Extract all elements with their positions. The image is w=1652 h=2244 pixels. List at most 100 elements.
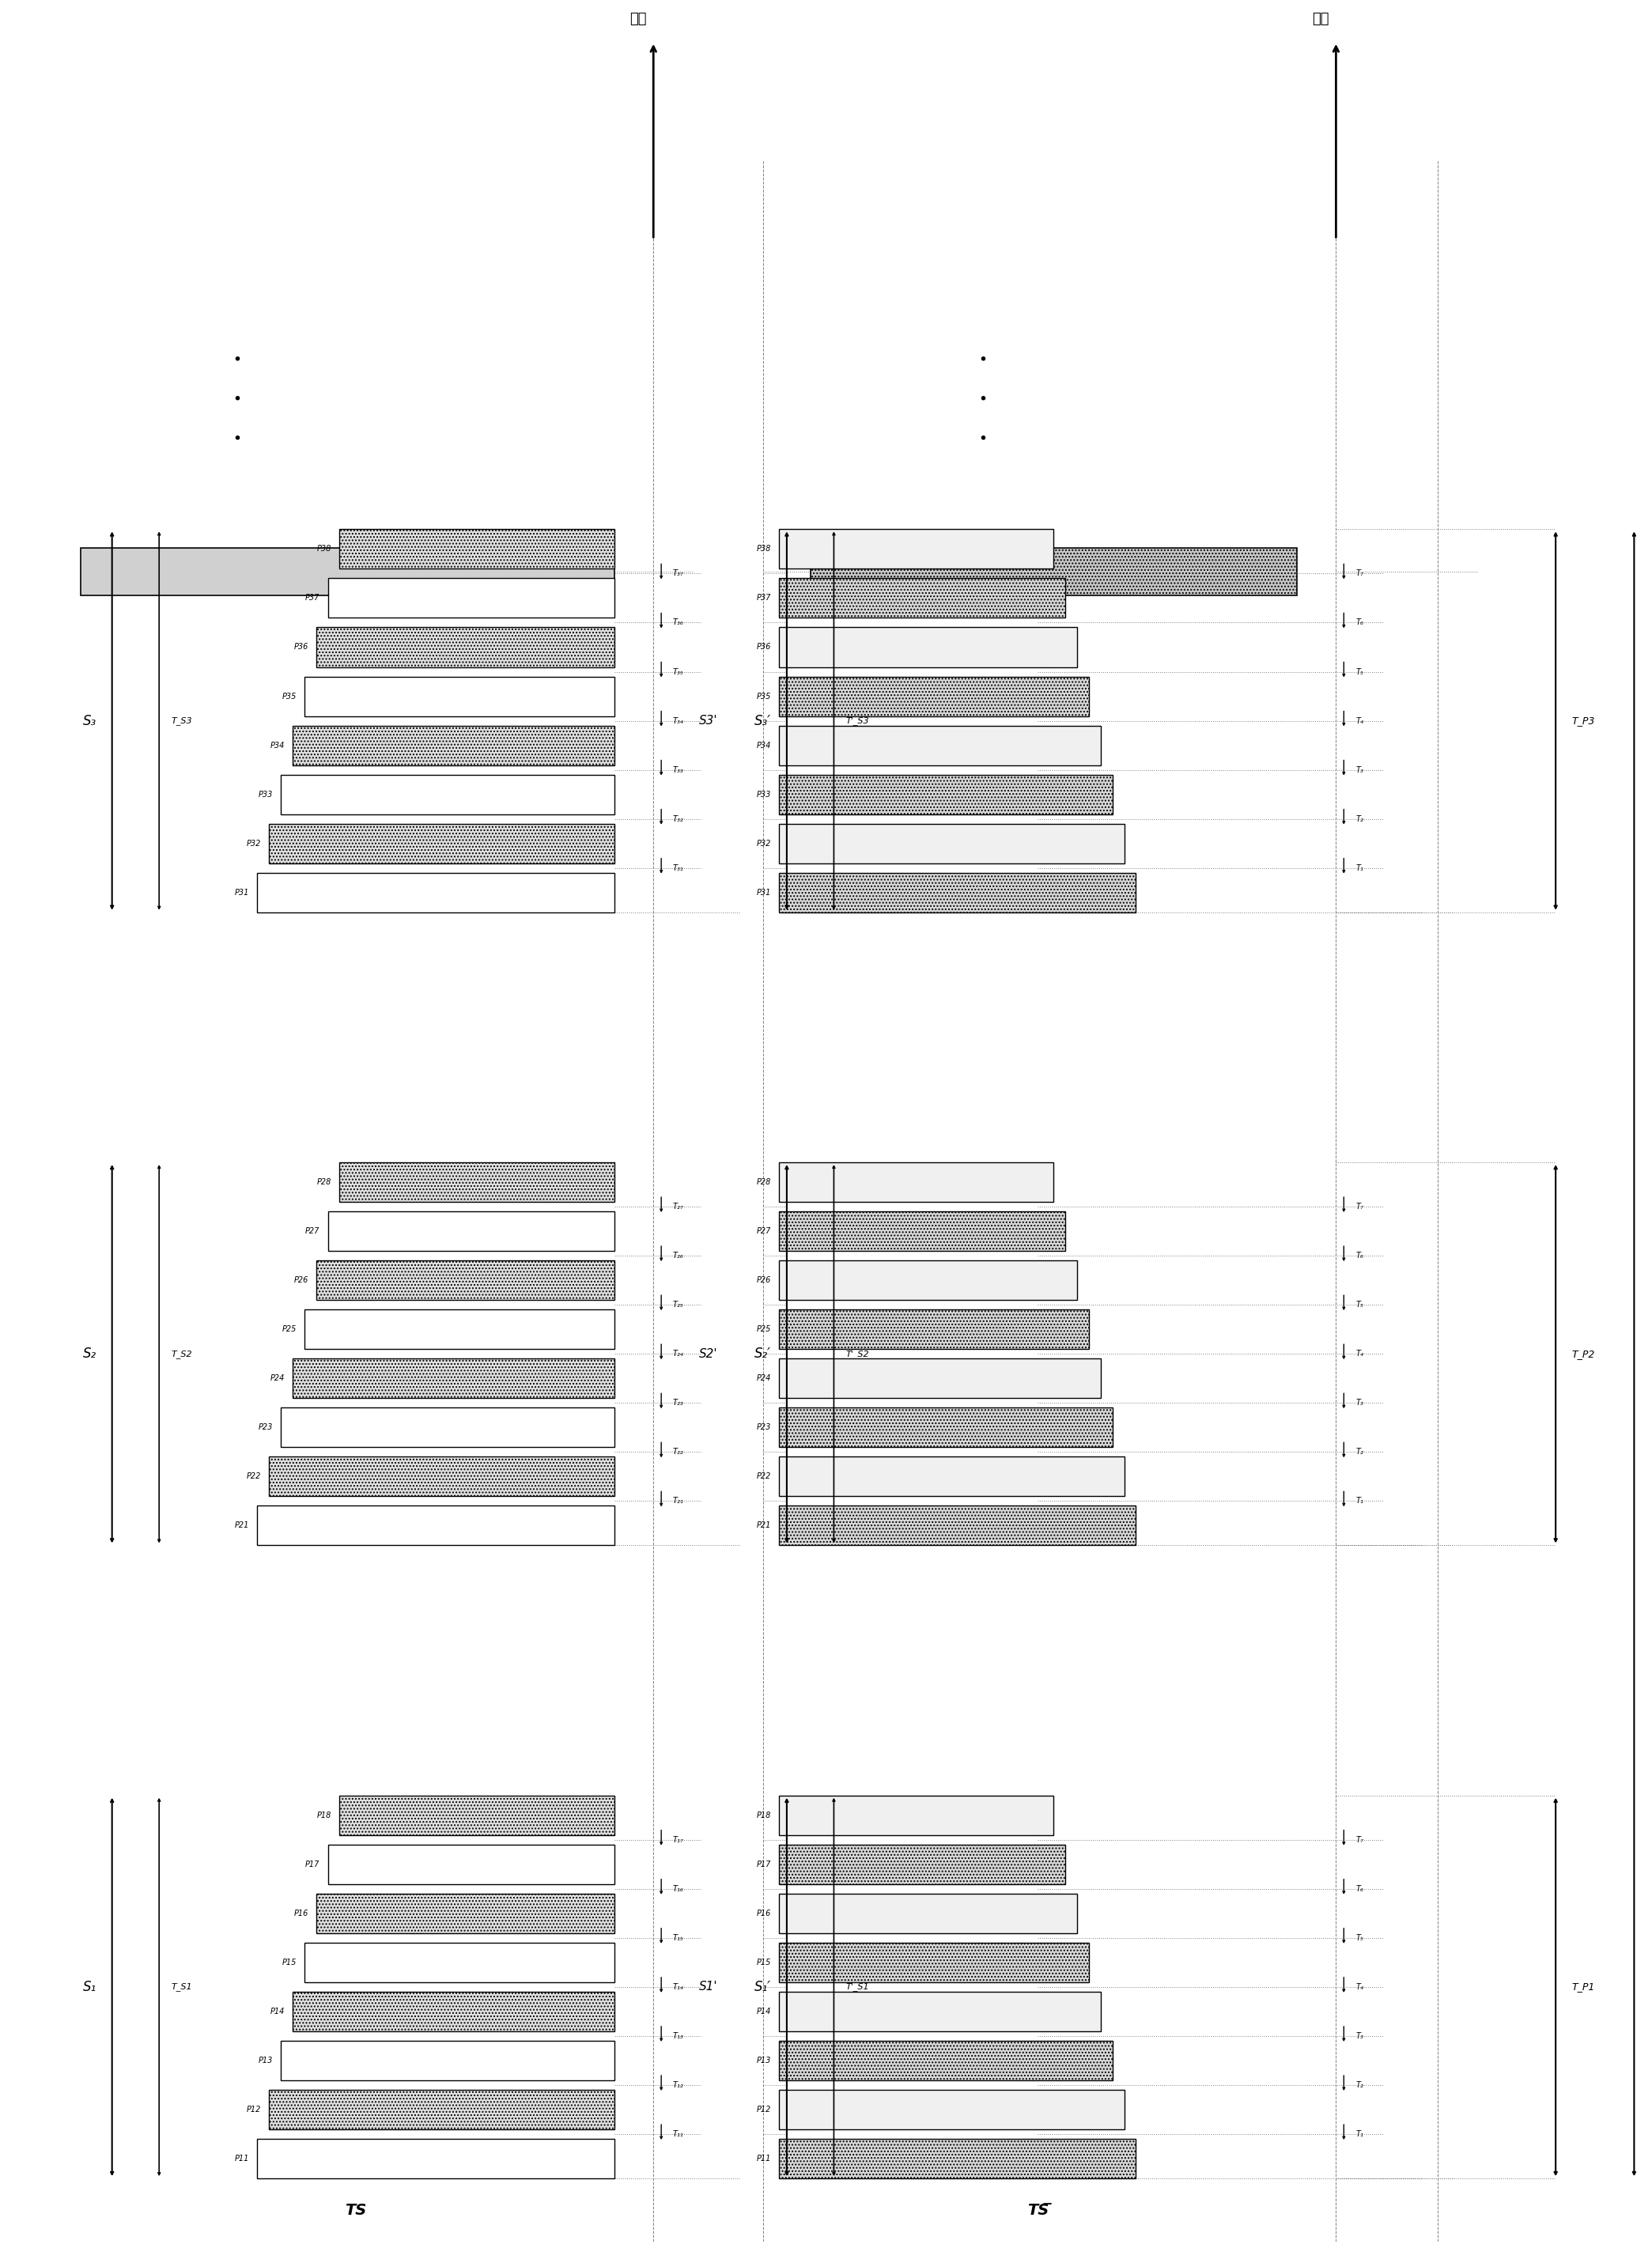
Text: T₁: T₁: [1356, 1497, 1363, 1506]
Text: T₁₆: T₁₆: [672, 1885, 684, 1892]
Bar: [780, 774, 1112, 815]
Text: P12: P12: [757, 2105, 771, 2114]
Bar: [281, 1407, 615, 1447]
Text: P17: P17: [306, 1860, 320, 1869]
Text: T₃₅: T₃₅: [672, 669, 684, 675]
Text: P25: P25: [757, 1326, 771, 1333]
Text: P14: P14: [757, 2008, 771, 2015]
Text: S₂: S₂: [83, 1346, 96, 1362]
Text: T₂₂: T₂₂: [672, 1447, 684, 1456]
Text: T'_S3: T'_S3: [846, 716, 869, 725]
Text: S₃: S₃: [83, 714, 96, 727]
Bar: [316, 1894, 615, 1932]
Bar: [780, 2040, 1112, 2080]
Text: T₅: T₅: [1356, 669, 1363, 675]
Text: S2': S2': [699, 1349, 717, 1360]
Text: T₁₄: T₁₄: [672, 1984, 684, 1990]
Bar: [780, 1894, 1077, 1932]
Text: P15: P15: [757, 1959, 771, 1966]
Text: P23: P23: [258, 1423, 273, 1432]
Text: T₁₃: T₁₃: [672, 2033, 684, 2040]
Bar: [780, 628, 1077, 666]
Bar: [780, 1456, 1123, 1497]
Text: P34: P34: [757, 741, 771, 749]
Text: S₁: S₁: [83, 1979, 96, 1995]
Bar: [81, 548, 615, 595]
Text: T₄: T₄: [1356, 716, 1363, 725]
Bar: [780, 1310, 1089, 1349]
Text: P28: P28: [317, 1178, 332, 1187]
Text: T_S1: T_S1: [170, 1984, 192, 1990]
Text: S₃′: S₃′: [755, 714, 771, 727]
Text: T₃: T₃: [1356, 765, 1363, 774]
Text: P21: P21: [757, 1521, 771, 1530]
Text: T₁₁: T₁₁: [672, 2130, 684, 2139]
Text: T₃: T₃: [1356, 1398, 1363, 1407]
Bar: [780, 1261, 1077, 1299]
Text: TS̅: TS̅: [1028, 2204, 1049, 2217]
Text: T₁₅: T₁₅: [672, 1934, 684, 1941]
Text: P17: P17: [757, 1860, 771, 1869]
Text: P34: P34: [271, 741, 284, 749]
Text: P11: P11: [235, 2154, 249, 2163]
Text: T₂: T₂: [1356, 2080, 1363, 2089]
Bar: [292, 725, 615, 765]
Text: T₃₂: T₃₂: [672, 815, 684, 824]
Bar: [780, 1993, 1100, 2031]
Text: T₆: T₆: [1356, 619, 1363, 626]
Bar: [258, 2139, 615, 2179]
Text: S3': S3': [699, 716, 717, 727]
Bar: [269, 824, 615, 864]
Text: P26: P26: [294, 1277, 309, 1284]
Bar: [269, 2089, 615, 2130]
Text: P16: P16: [294, 1910, 309, 1916]
Text: T₁₂: T₁₂: [672, 2080, 684, 2089]
Bar: [304, 1310, 615, 1349]
Bar: [780, 1407, 1112, 1447]
Text: T₂₆: T₂₆: [672, 1252, 684, 1259]
Text: P18: P18: [317, 1811, 332, 1820]
Text: T₁: T₁: [1356, 2130, 1363, 2139]
Text: T₆: T₆: [1356, 1885, 1363, 1892]
Text: T'_S1: T'_S1: [846, 1984, 869, 1990]
Text: T₄: T₄: [1356, 1984, 1363, 1990]
Text: T₇: T₇: [1356, 570, 1363, 577]
Text: P38: P38: [757, 545, 771, 552]
Text: T₂₇: T₂₇: [672, 1203, 684, 1210]
Bar: [780, 1795, 1054, 1836]
Text: P25: P25: [282, 1326, 296, 1333]
Text: P36: P36: [757, 644, 771, 651]
Text: S₁′: S₁′: [755, 1979, 771, 1995]
Text: P12: P12: [246, 2105, 261, 2114]
Text: T₁: T₁: [1356, 864, 1363, 873]
Text: P27: P27: [306, 1227, 320, 1234]
Bar: [258, 1506, 615, 1546]
Text: T'_S2: T'_S2: [846, 1349, 869, 1358]
Text: P33: P33: [757, 790, 771, 799]
Bar: [780, 1943, 1089, 1981]
Text: T_S2: T_S2: [170, 1349, 192, 1358]
Bar: [780, 1162, 1054, 1203]
Text: T₂₁: T₂₁: [672, 1497, 684, 1506]
Text: T₃: T₃: [1356, 2033, 1363, 2040]
Text: P13: P13: [757, 2056, 771, 2064]
Text: P11: P11: [757, 2154, 771, 2163]
Text: T₂: T₂: [1356, 815, 1363, 824]
Text: P14: P14: [271, 2008, 284, 2015]
Text: P22: P22: [757, 1472, 771, 1481]
Bar: [281, 774, 615, 815]
Text: T₂₅: T₂₅: [672, 1302, 684, 1308]
Bar: [304, 1943, 615, 1981]
Text: P15: P15: [282, 1959, 296, 1966]
Bar: [780, 1506, 1137, 1546]
Text: T₄: T₄: [1356, 1351, 1363, 1358]
Text: T₃₃: T₃₃: [672, 765, 684, 774]
Bar: [269, 1456, 615, 1497]
Text: P32: P32: [246, 839, 261, 848]
Text: P13: P13: [258, 2056, 273, 2064]
Bar: [780, 1212, 1066, 1250]
Text: T₃₁: T₃₁: [672, 864, 684, 873]
Bar: [258, 873, 615, 913]
Text: P24: P24: [757, 1376, 771, 1382]
Bar: [327, 579, 615, 617]
